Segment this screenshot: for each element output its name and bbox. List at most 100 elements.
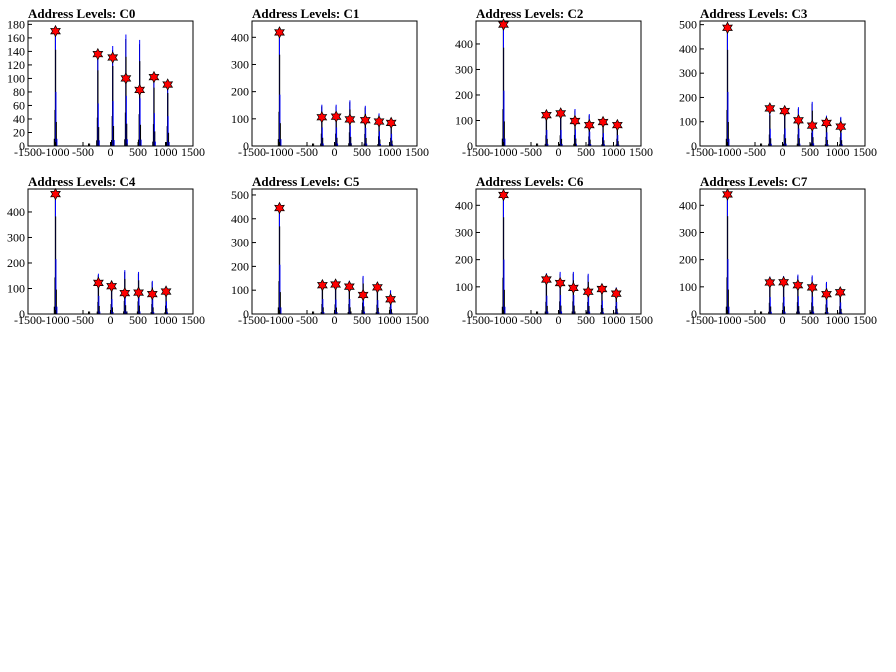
peak-marker <box>119 286 131 300</box>
peak-marker <box>764 102 776 115</box>
peak-marker <box>385 116 397 130</box>
x-tick-label: 1500 <box>181 145 205 159</box>
chart-title: Address Levels: C2 <box>476 6 584 21</box>
peak-marker <box>583 118 595 132</box>
peak-marker <box>274 201 285 215</box>
peak-marker <box>540 108 552 122</box>
x-tick-label: 500 <box>577 313 595 327</box>
x-tick-label: -1500 <box>462 313 490 327</box>
y-tick-label: 0 <box>467 307 473 321</box>
x-tick-label: -500 <box>520 313 542 327</box>
x-tick-label: 1000 <box>378 145 402 159</box>
x-tick-label: -1500 <box>686 145 714 159</box>
x-tick-label: -1000 <box>266 145 294 159</box>
y-tick-label: 300 <box>455 62 473 76</box>
chart-panel-c1: Address Levels: C1 -1500 -1000 -500 0 500 1000… <box>224 0 448 168</box>
plot-frame <box>27 188 194 315</box>
y-tick-label: 0 <box>243 307 249 321</box>
x-tick-label: -1000 <box>714 145 742 159</box>
peak-marker <box>821 287 832 301</box>
histogram-svg: -1500 -1000 -500 0 500 1000 1500 0 100 200 300 400 5… <box>231 188 429 327</box>
y-tick-label: 300 <box>679 225 697 239</box>
y-tick-label: 300 <box>7 230 25 244</box>
x-tick-label: -1000 <box>490 313 518 327</box>
y-tick-label: 100 <box>455 280 473 294</box>
peak-marker <box>498 18 509 31</box>
y-tick-label: 80 <box>13 85 25 99</box>
x-tick-label: -1500 <box>14 313 42 327</box>
y-tick-label: 300 <box>231 57 249 71</box>
y-tick-label: 200 <box>455 253 473 267</box>
y-tick-label: 400 <box>231 30 249 44</box>
x-tick-label: 500 <box>577 145 595 159</box>
peak-marker <box>274 26 285 39</box>
peak-marker <box>569 114 581 128</box>
peak-marker <box>120 72 132 85</box>
y-tick-label: 100 <box>7 71 25 85</box>
histogram-svg: -1500 -1000 -500 0 500 1000 1500 0 100 200 300 400 <box>7 187 205 327</box>
chart-panel-c7: Address Levels: C7 -1500 -1000 -500 0 500 1000… <box>672 168 896 336</box>
peak-marker <box>834 285 846 299</box>
histogram-svg: -1500 -1000 -500 0 500 1000 1500 0 100 200 300 400 <box>455 188 653 327</box>
y-tick-label: 40 <box>13 112 25 126</box>
peak-marker <box>385 292 397 306</box>
peak-marker <box>316 110 328 124</box>
y-tick-label: 100 <box>231 112 249 126</box>
y-tick-label: 120 <box>7 58 25 72</box>
y-tick-label: 300 <box>231 236 249 250</box>
chart-panel-c4: Address Levels: C4 -1500 -1000 -500 0 500 1000… <box>0 168 224 336</box>
peak-marker <box>806 119 818 132</box>
y-tick-label: 100 <box>7 281 25 295</box>
x-tick-label: -1500 <box>686 313 714 327</box>
chart-panel-c0: Address Levels: C0 -1500 -1000 -500 0 500 1000… <box>0 0 224 168</box>
x-tick-label: 1500 <box>405 313 429 327</box>
peak-marker <box>162 78 174 91</box>
peak-marker <box>554 276 566 290</box>
x-tick-label: -500 <box>520 145 542 159</box>
y-tick-label: 0 <box>19 139 25 153</box>
peak-marker <box>371 281 383 294</box>
histogram-svg: -1500 -1000 -500 0 500 1000 1500 0 100 200 300 400 5… <box>679 18 877 159</box>
chart-panel-c5: Address Levels: C5 -1500 -1000 -500 0 500 1000… <box>224 168 448 336</box>
y-tick-label: 180 <box>7 17 25 31</box>
x-tick-label: 500 <box>353 313 371 327</box>
y-tick-label: 200 <box>455 88 473 102</box>
x-tick-label: 500 <box>129 145 147 159</box>
peak-marker <box>357 288 369 302</box>
y-tick-label: 500 <box>231 188 249 202</box>
histogram-svg: -1500 -1000 -500 0 500 1000 150002040608010012… <box>7 17 205 159</box>
y-tick-label: 160 <box>7 31 25 45</box>
chart-title: Address Levels: C1 <box>252 6 360 21</box>
x-tick-label: -1500 <box>238 145 266 159</box>
y-tick-label: 0 <box>243 139 249 153</box>
peak-marker <box>792 278 804 292</box>
x-tick-label: -500 <box>744 313 766 327</box>
peak-marker <box>146 287 158 301</box>
chart-title: Address Levels: C5 <box>252 174 360 189</box>
peak-marker <box>722 188 733 201</box>
x-tick-label: -500 <box>744 145 766 159</box>
x-tick-label: 500 <box>129 313 147 327</box>
peak-marker <box>316 278 328 292</box>
x-tick-label: 0 <box>108 145 114 159</box>
x-tick-label: 1000 <box>602 313 626 327</box>
x-tick-label: 0 <box>332 145 338 159</box>
peak-marker <box>373 115 385 128</box>
y-tick-label: 400 <box>455 37 473 51</box>
x-tick-label: 1500 <box>853 313 877 327</box>
x-tick-label: -1000 <box>714 313 742 327</box>
x-tick-label: 0 <box>108 313 114 327</box>
y-tick-label: 400 <box>679 42 697 56</box>
plot-frame <box>251 20 418 147</box>
x-tick-label: -1000 <box>42 313 70 327</box>
x-tick-label: 1500 <box>629 145 653 159</box>
peak-marker <box>555 107 567 120</box>
peak-marker <box>540 273 552 286</box>
y-tick-label: 200 <box>231 85 249 99</box>
peak-marker <box>793 114 804 127</box>
y-tick-label: 100 <box>231 283 249 297</box>
x-tick-label: 1000 <box>154 313 178 327</box>
histogram-svg: -1500 -1000 -500 0 500 1000 1500 0 100 200 300 400 <box>455 18 653 159</box>
peak-marker <box>597 115 609 129</box>
x-tick-label: -1500 <box>238 313 266 327</box>
